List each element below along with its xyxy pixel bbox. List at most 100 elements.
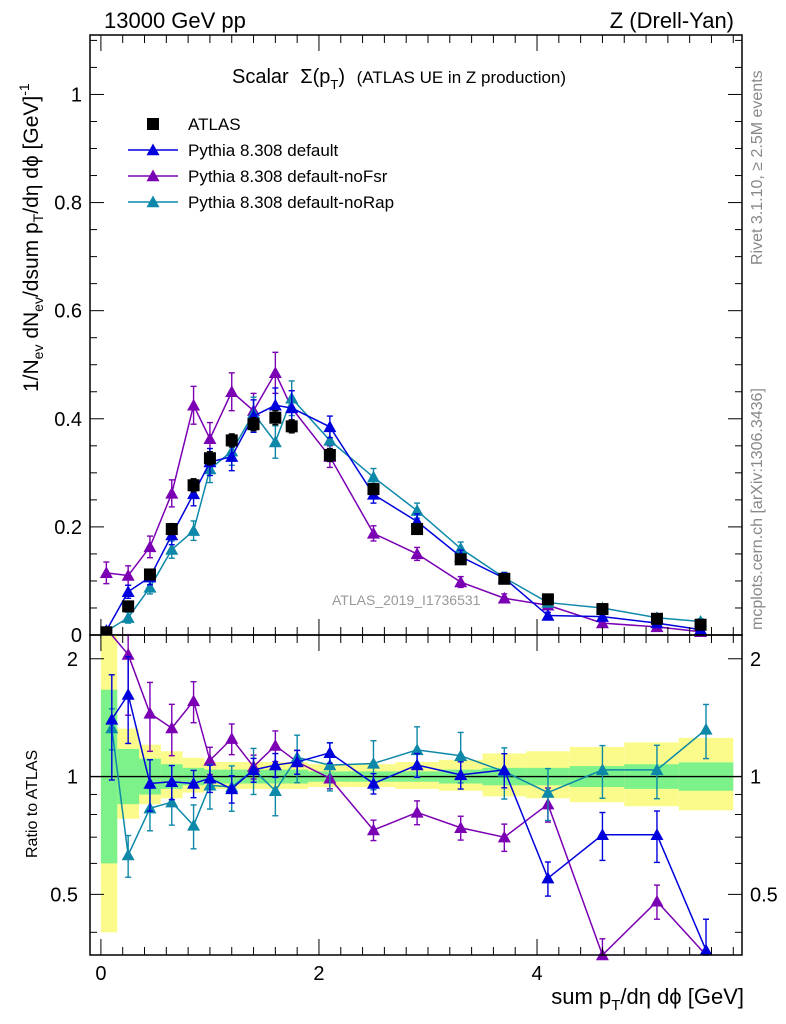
legend-marker-atlas — [147, 118, 159, 130]
x-tick-label: 0 — [95, 963, 106, 985]
data-point-noRap — [121, 611, 135, 623]
data-point-atlas — [650, 612, 663, 625]
ratio-point-noFsr — [165, 721, 179, 734]
analysis-watermark: ATLAS_2019_I1736531 — [332, 592, 481, 608]
ratio-point-default — [105, 712, 119, 725]
data-point-default — [541, 609, 555, 621]
ratio-point-default — [143, 777, 157, 789]
ratio-point-noFsr — [187, 694, 201, 707]
data-point-noRap — [410, 504, 424, 516]
ratio-y-tick-label-right: 2 — [750, 649, 761, 671]
y-tick-label: 0.2 — [54, 517, 82, 539]
data-point-noFsr — [410, 547, 424, 560]
y-tick-label: 0.4 — [54, 409, 82, 431]
title-sigma: Σ(p — [300, 66, 330, 88]
ratio-point-noFsr — [497, 830, 511, 843]
data-point-noRap — [454, 542, 468, 554]
data-point-noFsr — [121, 569, 135, 581]
data-point-noFsr — [203, 432, 217, 444]
ratio-point-default — [595, 828, 609, 840]
data-point-atlas — [541, 593, 554, 606]
data-point-noRap — [268, 435, 282, 448]
ratio-y-axis-label: Ratio to ATLAS — [24, 750, 41, 858]
ratio-y-tick-label-right: 0.5 — [750, 884, 778, 906]
data-point-atlas — [225, 434, 238, 447]
ratio-point-noRap — [187, 818, 201, 831]
data-point-noFsr — [595, 616, 609, 629]
data-point-atlas — [122, 600, 135, 613]
legend-marker-noFsr — [146, 169, 160, 182]
data-point-default — [225, 450, 239, 462]
data-point-atlas — [367, 483, 380, 496]
legend-label-default: Pythia 8.308 default — [188, 141, 339, 160]
y-tick-label: 0.8 — [54, 193, 82, 215]
rivet-label: Rivet 3.1.10, ≥ 2.5M events — [749, 70, 766, 265]
legend: ATLAS Pythia 8.308 default Pythia 8.308 de… — [128, 115, 394, 212]
ratio-point-default — [650, 828, 664, 840]
ratio-y-tick-label: 1 — [67, 767, 78, 789]
legend-marker-default — [146, 143, 160, 156]
ratio-y-tick-label: 2 — [67, 649, 78, 671]
data-point-noFsr — [187, 398, 201, 411]
process-label: Z (Drell-Yan) — [610, 8, 734, 33]
data-point-noRap — [165, 543, 179, 555]
data-point-atlas — [454, 553, 467, 566]
ratio-point-noRap — [541, 786, 555, 798]
data-point-default — [187, 487, 201, 500]
ratio-point-noRap — [165, 795, 179, 808]
ratio-point-noFsr — [454, 821, 468, 833]
ratio-point-noFsr — [410, 805, 424, 818]
data-point-noFsr — [165, 486, 179, 499]
y-tick-label: 1 — [71, 84, 82, 106]
ratio-point-default — [268, 758, 282, 771]
ratio-point-noRap — [323, 758, 337, 771]
ratio-point-default — [541, 871, 555, 884]
ratio-panel: 0.5 0.5 1 1 2 2 Ratio to ATLAS — [24, 634, 778, 961]
ratio-point-default — [410, 758, 424, 771]
chart-title: Scalar Σ(pT) (ATLAS UE in Z production) — [232, 66, 566, 92]
data-point-noFsr — [268, 366, 282, 379]
data-point-default — [268, 398, 282, 411]
ratio-point-default — [699, 943, 713, 956]
data-point-atlas — [323, 449, 336, 461]
series-atlas — [100, 409, 707, 639]
data-point-atlas — [285, 420, 298, 433]
ratio-point-noFsr — [143, 706, 157, 719]
data-point-noFsr — [99, 566, 113, 579]
data-point-noRap — [143, 580, 157, 593]
ratio-point-noRap — [366, 756, 380, 769]
data-point-default — [285, 401, 299, 414]
data-point-atlas — [596, 603, 609, 616]
data-point-noRap — [366, 470, 380, 483]
data-point-default — [121, 585, 135, 597]
main-y-axis-label: 1/Nev dNev/dsum pT/dη dϕ [GeV]-1 — [16, 83, 46, 392]
ratio-point-default — [247, 763, 261, 776]
data-point-atlas — [694, 618, 707, 631]
data-point-atlas — [143, 568, 156, 581]
ratio-point-default — [203, 771, 217, 784]
x-tick-label: 2 — [313, 963, 324, 985]
data-point-noFsr — [143, 540, 157, 553]
energy-label: 13000 GeV pp — [104, 8, 246, 33]
ratio-point-noRap — [268, 784, 282, 796]
x-axis-label: sum pT/dη dϕ [GeV] — [551, 984, 744, 1014]
ratio-point-noFsr — [268, 739, 282, 751]
data-point-atlas — [247, 418, 260, 431]
ratio-point-default — [366, 777, 380, 789]
title-rest: (ATLAS UE in Z production) — [357, 68, 566, 87]
legend-label-noRap: Pythia 8.308 default-noRap — [188, 193, 394, 212]
ratio-point-default — [165, 775, 179, 787]
ratio-point-noFsr — [203, 753, 217, 766]
ratio-point-default — [225, 782, 239, 795]
x-tick-label: 4 — [531, 963, 542, 985]
data-point-noFsr — [454, 575, 468, 588]
legend-marker-noRap — [146, 195, 160, 208]
ratio-y-tick-label: 0.5 — [50, 884, 78, 906]
title-sub: T — [330, 77, 338, 92]
data-point-noRap — [323, 433, 337, 446]
data-point-default — [595, 610, 609, 622]
ratio-point-noRap — [454, 749, 468, 761]
ratio-point-noRap — [595, 763, 609, 776]
data-point-atlas — [165, 523, 178, 536]
ratio-point-noFsr — [121, 648, 135, 660]
